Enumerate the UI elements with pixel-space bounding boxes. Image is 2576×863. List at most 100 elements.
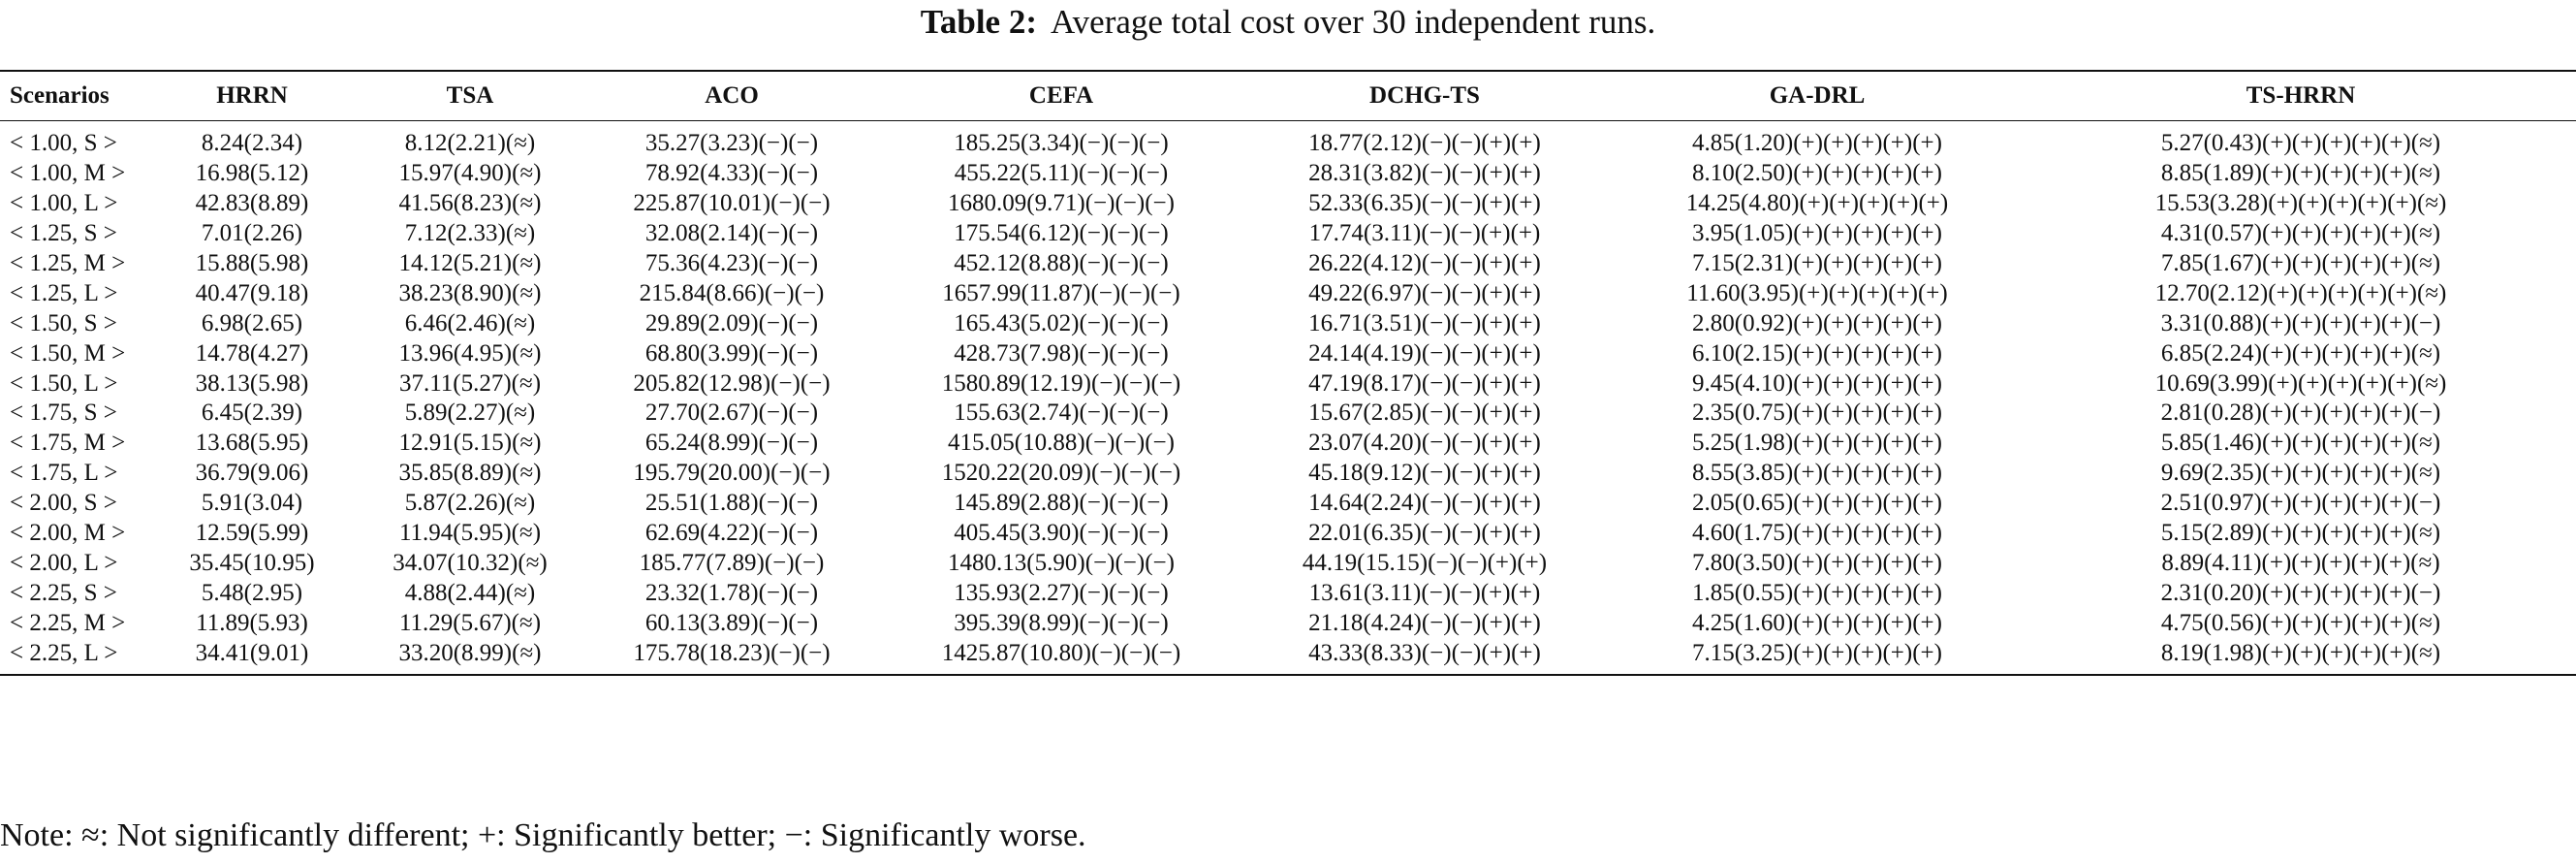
cefa-cell: 1657.99(11.87)(−)(−)(−) [942, 279, 1180, 306]
scenario-cell: < 2.25, S > [10, 579, 117, 606]
tsa-cell: 8.12(2.21)(≈) [404, 130, 536, 157]
cefa-cell: 135.93(2.27)(−)(−)(−) [954, 579, 1169, 606]
aco-cell: 32.08(2.14)(−)(−) [644, 220, 819, 247]
scenario-cell: < 2.25, L > [0, 638, 145, 677]
table-row: < 1.50, L > 38.13(5.98) 37.11(5.27)(≈) 205.… [0, 368, 2576, 399]
cefa-cell: 175.54(6.12)(−)(−)(−) [954, 220, 1169, 247]
dchg-ts-cell: 45.18(9.12)(−)(−)(+)(+) [1308, 460, 1541, 487]
table-row: < 2.00, L > 35.45(10.95) 34.07(10.32)(≈) 18… [0, 548, 2576, 578]
ts-hrrn-cell: 15.53(3.28)(+)(+)(+)(+)(+)(≈) [2154, 190, 2447, 217]
ts-hrrn-cell: 4.75(0.56)(+)(+)(+)(+)(+)(≈) [2160, 609, 2441, 636]
ga-drl-cell: 9.45(4.10)(+)(+)(+)(+)(+) [1692, 369, 1942, 397]
ts-hrrn-cell: 5.27(0.43)(+)(+)(+)(+)(+)(≈) [2160, 130, 2441, 157]
header-ts-hrrn: TS-HRRN [2026, 70, 2576, 121]
cefa-cell: 428.73(7.98)(−)(−)(−) [954, 339, 1169, 367]
scenario-cell: < 1.75, S > [10, 400, 117, 427]
ga-drl-cell: 7.15(2.31)(+)(+)(+)(+)(+) [1692, 250, 1942, 276]
ts-hrrn-cell: 5.15(2.89)(+)(+)(+)(+)(+)(≈) [2160, 520, 2441, 547]
table-row: < 2.00, S > 5.91(3.04) 5.87(2.26)(≈) 25.51(… [0, 489, 2576, 519]
dchg-ts-cell: 23.07(4.20)(−)(−)(+)(+) [1308, 430, 1541, 457]
hrrn-cell: 12.59(5.99) [195, 520, 309, 547]
dchg-ts-cell: 17.74(3.11)(−)(−)(+)(+) [1308, 220, 1541, 247]
dchg-ts-cell: 21.18(4.24)(−)(−)(+)(+) [1308, 609, 1541, 636]
ts-hrrn-cell: 3.31(0.88)(+)(+)(+)(+)(+)(−) [2160, 309, 2441, 336]
ga-drl-cell: 8.55(3.85)(+)(+)(+)(+)(+) [1692, 460, 1942, 487]
dchg-ts-cell: 44.19(15.15)(−)(−)(+)(+) [1302, 549, 1548, 576]
aco-cell: 60.13(3.89)(−)(−) [644, 609, 819, 636]
table-caption: Table 2: Average total cost over 30 indep… [0, 0, 2576, 43]
aco-cell: 195.79(20.00)(−)(−) [633, 460, 831, 487]
scenario-cell: < 1.00, L > [10, 190, 118, 217]
dchg-ts-cell: 22.01(6.35)(−)(−)(+)(+) [1308, 520, 1541, 547]
ts-hrrn-cell: 10.69(3.99)(+)(+)(+)(+)(+)(≈) [2154, 369, 2447, 397]
scenario-cell: < 1.50, M > [10, 339, 126, 367]
dchg-ts-cell: 26.22(4.12)(−)(−)(+)(+) [1308, 250, 1541, 276]
ts-hrrn-cell: 2.81(0.28)(+)(+)(+)(+)(+)(−) [2160, 400, 2441, 427]
scenario-cell: < 1.75, L > [10, 460, 118, 487]
cefa-cell: 1520.22(20.09)(−)(−)(−) [941, 460, 1181, 487]
cefa-cell: 165.43(5.02)(−)(−)(−) [954, 309, 1169, 336]
dchg-ts-cell: 49.22(6.97)(−)(−)(+)(+) [1308, 279, 1541, 306]
tsa-cell: 4.88(2.44)(≈) [404, 579, 536, 606]
ga-drl-cell: 4.85(1.20)(+)(+)(+)(+)(+) [1692, 130, 1942, 157]
table-row: < 1.25, M > 15.88(5.98) 14.12(5.21)(≈) 75.3… [0, 249, 2576, 279]
aco-cell: 205.82(12.98)(−)(−) [633, 369, 831, 397]
aco-cell: 175.78(18.23)(−)(−) [581, 638, 882, 677]
hrrn-cell: 42.83(8.89) [195, 190, 309, 217]
ts-hrrn-cell: 5.85(1.46)(+)(+)(+)(+)(+)(≈) [2160, 430, 2441, 457]
hrrn-cell: 6.45(2.39) [201, 400, 303, 427]
scenario-cell: < 1.50, S > [10, 309, 117, 336]
aco-cell: 25.51(1.88)(−)(−) [644, 490, 819, 517]
table-row: < 1.00, M > 16.98(5.12) 15.97(4.90)(≈) 78.9… [0, 159, 2576, 189]
scenario-cell: < 1.25, S > [10, 220, 117, 247]
tsa-cell: 12.91(5.15)(≈) [398, 430, 542, 457]
cefa-cell: 155.63(2.74)(−)(−)(−) [954, 400, 1169, 427]
hrrn-cell: 15.88(5.98) [195, 250, 309, 276]
table-row: < 2.25, M > 11.89(5.93) 11.29(5.67)(≈) 60.1… [0, 608, 2576, 638]
ga-drl-cell: 8.10(2.50)(+)(+)(+)(+)(+) [1692, 160, 1942, 187]
tsa-cell: 7.12(2.33)(≈) [404, 220, 536, 247]
ts-hrrn-cell: 8.19(1.98)(+)(+)(+)(+)(+)(≈) [2026, 638, 2576, 677]
scenario-cell: < 2.00, M > [10, 520, 126, 547]
tsa-cell: 37.11(5.27)(≈) [398, 369, 542, 397]
ts-hrrn-cell: 8.85(1.89)(+)(+)(+)(+)(+)(≈) [2160, 160, 2441, 187]
table-row: < 1.25, L > 40.47(9.18) 38.23(8.90)(≈) 215.… [0, 278, 2576, 308]
header-scenarios: Scenarios [0, 70, 145, 121]
table-row: < 2.25, L >34.41(9.01) 33.20(8.99)(≈) 175.… [0, 638, 2576, 677]
ga-drl-cell: 5.25(1.98)(+)(+)(+)(+)(+) [1692, 430, 1942, 457]
dchg-ts-cell: 14.64(2.24)(−)(−)(+)(+) [1308, 490, 1541, 517]
dchg-ts-cell: 13.61(3.11)(−)(−)(+)(+) [1308, 579, 1541, 606]
scenario-cell: < 1.75, M > [10, 430, 126, 457]
ts-hrrn-cell: 2.31(0.20)(+)(+)(+)(+)(+)(−) [2160, 579, 2441, 606]
table-row: < 1.75, L > 36.79(9.06) 35.85(8.89)(≈) 195.… [0, 459, 2576, 489]
ga-drl-cell: 4.25(1.60)(+)(+)(+)(+)(+) [1692, 609, 1942, 636]
scenario-cell: < 1.00, M > [10, 160, 126, 187]
tsa-cell: 33.20(8.99)(≈) [359, 638, 581, 677]
scenario-cell: < 1.25, L > [10, 279, 118, 306]
hrrn-cell: 40.47(9.18) [195, 279, 309, 306]
tsa-cell: 38.23(8.90)(≈) [398, 279, 542, 306]
header-aco: ACO [581, 70, 882, 121]
dchg-ts-cell: 43.33(8.33)(−)(−)(+)(+) [1241, 638, 1609, 677]
table-row: < 1.00, L > 42.83(8.89) 41.56(8.23)(≈) 225.… [0, 189, 2576, 219]
scenario-cell: < 1.50, L > [10, 369, 118, 397]
table-row: < 1.75, S > 6.45(2.39) 5.89(2.27)(≈) 27.70(… [0, 399, 2576, 429]
dchg-ts-cell: 52.33(6.35)(−)(−)(+)(+) [1308, 190, 1541, 217]
aco-cell: 29.89(2.09)(−)(−) [644, 309, 819, 336]
scenario-cell: < 2.00, L > [10, 549, 118, 576]
table-row: < 1.00, S > 8.24(2.34) 8.12(2.21)(≈) 35.27(… [0, 121, 2576, 159]
aco-cell: 23.32(1.78)(−)(−) [644, 579, 819, 606]
table-caption-label: Table 2: [920, 3, 1037, 41]
ts-hrrn-cell: 2.51(0.97)(+)(+)(+)(+)(+)(−) [2160, 490, 2441, 517]
tsa-cell: 35.85(8.89)(≈) [398, 460, 542, 487]
header-cefa: CEFA [882, 70, 1241, 121]
dchg-ts-cell: 18.77(2.12)(−)(−)(+)(+) [1308, 130, 1541, 157]
tsa-cell: 14.12(5.21)(≈) [398, 250, 542, 276]
ga-drl-cell: 6.10(2.15)(+)(+)(+)(+)(+) [1692, 339, 1942, 367]
tsa-cell: 5.87(2.26)(≈) [404, 490, 536, 517]
aco-cell: 185.77(7.89)(−)(−) [639, 549, 825, 576]
ga-drl-cell: 14.25(4.80)(+)(+)(+)(+)(+) [1685, 190, 1949, 217]
hrrn-cell: 14.78(4.27) [195, 339, 309, 367]
cefa-cell: 395.39(8.99)(−)(−)(−) [954, 609, 1169, 636]
header-ga-drl: GA-DRL [1609, 70, 2026, 121]
